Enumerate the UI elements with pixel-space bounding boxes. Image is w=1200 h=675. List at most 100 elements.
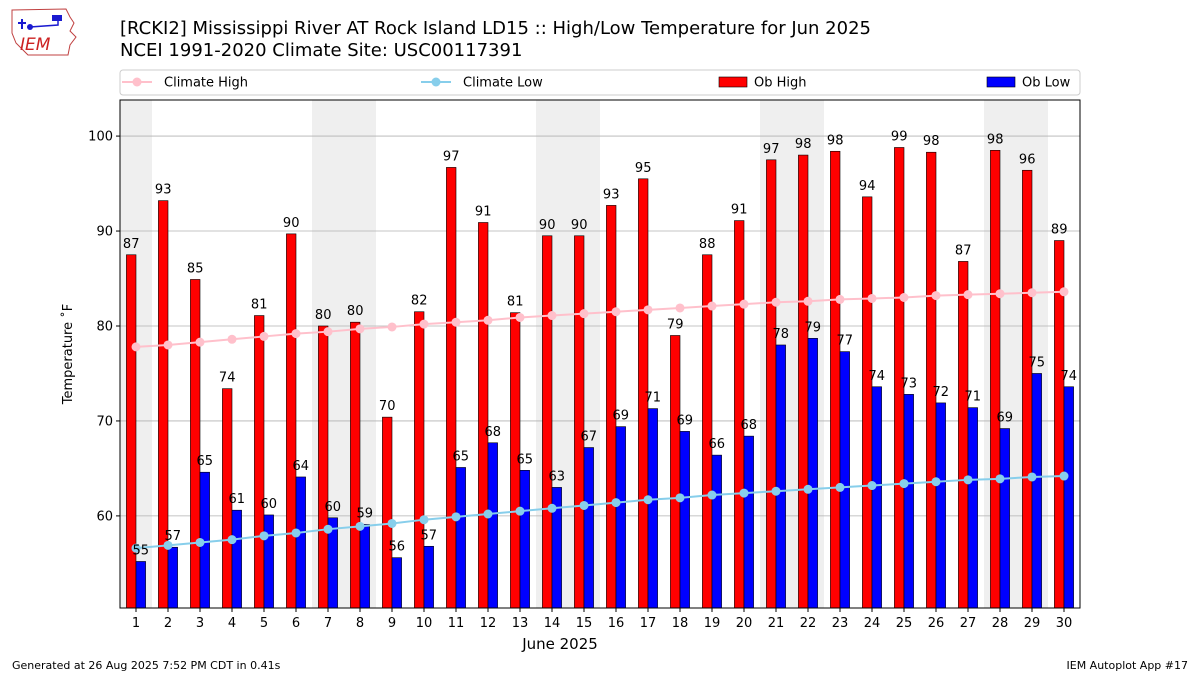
- climate-low-point: [1027, 472, 1037, 482]
- ob-high-bar: [798, 154, 809, 609]
- ob-low-label: 69: [613, 409, 630, 424]
- x-tick-label: 13: [512, 616, 529, 631]
- x-tick-label: 29: [1024, 616, 1041, 631]
- climate-low-point: [835, 482, 845, 492]
- climate-low-point: [163, 540, 173, 550]
- climate-low-point: [771, 486, 781, 496]
- x-tick-label: 22: [800, 616, 817, 631]
- x-tick-label: 25: [896, 616, 913, 631]
- ob-high-label: 95: [635, 161, 652, 176]
- climate-low-point: [355, 521, 365, 531]
- climate-high-point: [579, 309, 589, 319]
- ob-low-label: 79: [805, 320, 822, 335]
- ob-low-bar: [231, 509, 242, 609]
- x-tick-label: 4: [228, 616, 236, 631]
- ob-high-bar: [926, 151, 937, 609]
- ob-high-label: 79: [667, 317, 684, 332]
- ob-low-bar: [967, 407, 978, 609]
- ob-high-label: 98: [827, 133, 844, 148]
- legend-climate-high-label: Climate High: [164, 76, 248, 91]
- ob-low-bar: [615, 426, 626, 609]
- ob-high-label: 96: [1019, 152, 1036, 167]
- ob-high-bar: [382, 416, 393, 609]
- x-tick-label: 10: [416, 616, 433, 631]
- ob-high-label: 93: [603, 187, 620, 202]
- ob-high-label: 90: [539, 218, 556, 233]
- climate-high-point: [131, 342, 141, 352]
- climate-high-point: [355, 324, 365, 334]
- ob-low-bar: [455, 467, 466, 609]
- climate-high-point: [867, 293, 877, 303]
- climate-low-point: [899, 479, 909, 489]
- climate-high-point: [611, 307, 621, 317]
- ob-low-bar: [423, 545, 434, 609]
- ob-high-bar: [190, 279, 201, 609]
- climate-low-point: [611, 498, 621, 508]
- climate-low-point: [739, 488, 749, 498]
- climate-low-point: [387, 518, 397, 528]
- climate-low-point: [963, 475, 973, 485]
- legend-ob-high-label: Ob High: [754, 76, 807, 91]
- ob-low-label: 61: [229, 492, 246, 507]
- x-tick-label: 27: [960, 616, 977, 631]
- ob-high-bar: [414, 311, 425, 609]
- y-tick-label: 60: [96, 509, 113, 524]
- climate-low-point: [451, 512, 461, 522]
- iem-logo: IEM: [11, 8, 77, 56]
- climate-high-point: [259, 331, 269, 341]
- ob-low-bar: [1031, 373, 1042, 609]
- x-tick-label: 26: [928, 616, 945, 631]
- ob-low-label: 68: [741, 418, 758, 433]
- ob-high-label: 97: [763, 142, 780, 157]
- climate-high-point: [387, 322, 397, 332]
- legend: Climate High Climate Low Ob High Ob Low: [119, 69, 1081, 96]
- ob-high-bar: [990, 150, 1001, 609]
- ob-low-bar: [135, 561, 146, 609]
- ob-low-bar: [935, 402, 946, 609]
- ob-low-label: 71: [645, 391, 662, 406]
- ob-high-label: 99: [891, 129, 908, 144]
- ob-high-bar: [318, 325, 329, 609]
- ob-low-bar: [167, 546, 178, 609]
- y-tick-label: 80: [96, 319, 113, 334]
- ob-low-bar: [359, 524, 370, 609]
- ob-high-bar: [478, 222, 489, 609]
- climate-low-point: [259, 531, 269, 541]
- ob-high-label: 91: [731, 203, 748, 218]
- climate-high-point: [1059, 287, 1069, 297]
- climate-high-point: [451, 317, 461, 327]
- ob-high-bar: [606, 205, 617, 609]
- ob-low-label: 60: [261, 497, 278, 512]
- ob-low-bar: [487, 442, 498, 609]
- climate-low-point: [1059, 471, 1069, 481]
- legend-climate-low-marker: [431, 77, 441, 87]
- climate-high-point: [963, 290, 973, 300]
- x-tick-label: 3: [196, 616, 204, 631]
- x-tick-label: 9: [388, 616, 396, 631]
- ob-high-label: 87: [955, 243, 972, 258]
- climate-high-point: [899, 293, 909, 303]
- climate-low-point: [931, 477, 941, 487]
- legend-ob-low-label: Ob Low: [1022, 76, 1071, 91]
- climate-high-point: [227, 334, 237, 344]
- x-tick-label: 16: [608, 616, 625, 631]
- x-tick-label: 17: [640, 616, 657, 631]
- legend-climate-low-label: Climate Low: [463, 76, 543, 91]
- ob-low-label: 65: [197, 454, 214, 469]
- climate-high-point: [323, 327, 333, 337]
- ob-low-label: 66: [709, 437, 726, 452]
- ob-high-bar: [254, 315, 265, 609]
- climate-high-line: [135, 290, 1065, 348]
- ob-low-bar: [583, 447, 594, 609]
- x-tick-label: 6: [292, 616, 300, 631]
- climate-low-point: [675, 493, 685, 503]
- ob-high-bar: [350, 321, 361, 609]
- ob-low-bar: [263, 514, 274, 609]
- ob-high-label: 88: [699, 237, 716, 252]
- ob-high-label: 90: [571, 218, 588, 233]
- climate-low-point: [227, 535, 237, 545]
- ob-high-bar: [542, 235, 553, 609]
- climate-high-point: [1027, 288, 1037, 298]
- ob-low-label: 71: [965, 390, 982, 405]
- climate-low-point: [291, 528, 301, 538]
